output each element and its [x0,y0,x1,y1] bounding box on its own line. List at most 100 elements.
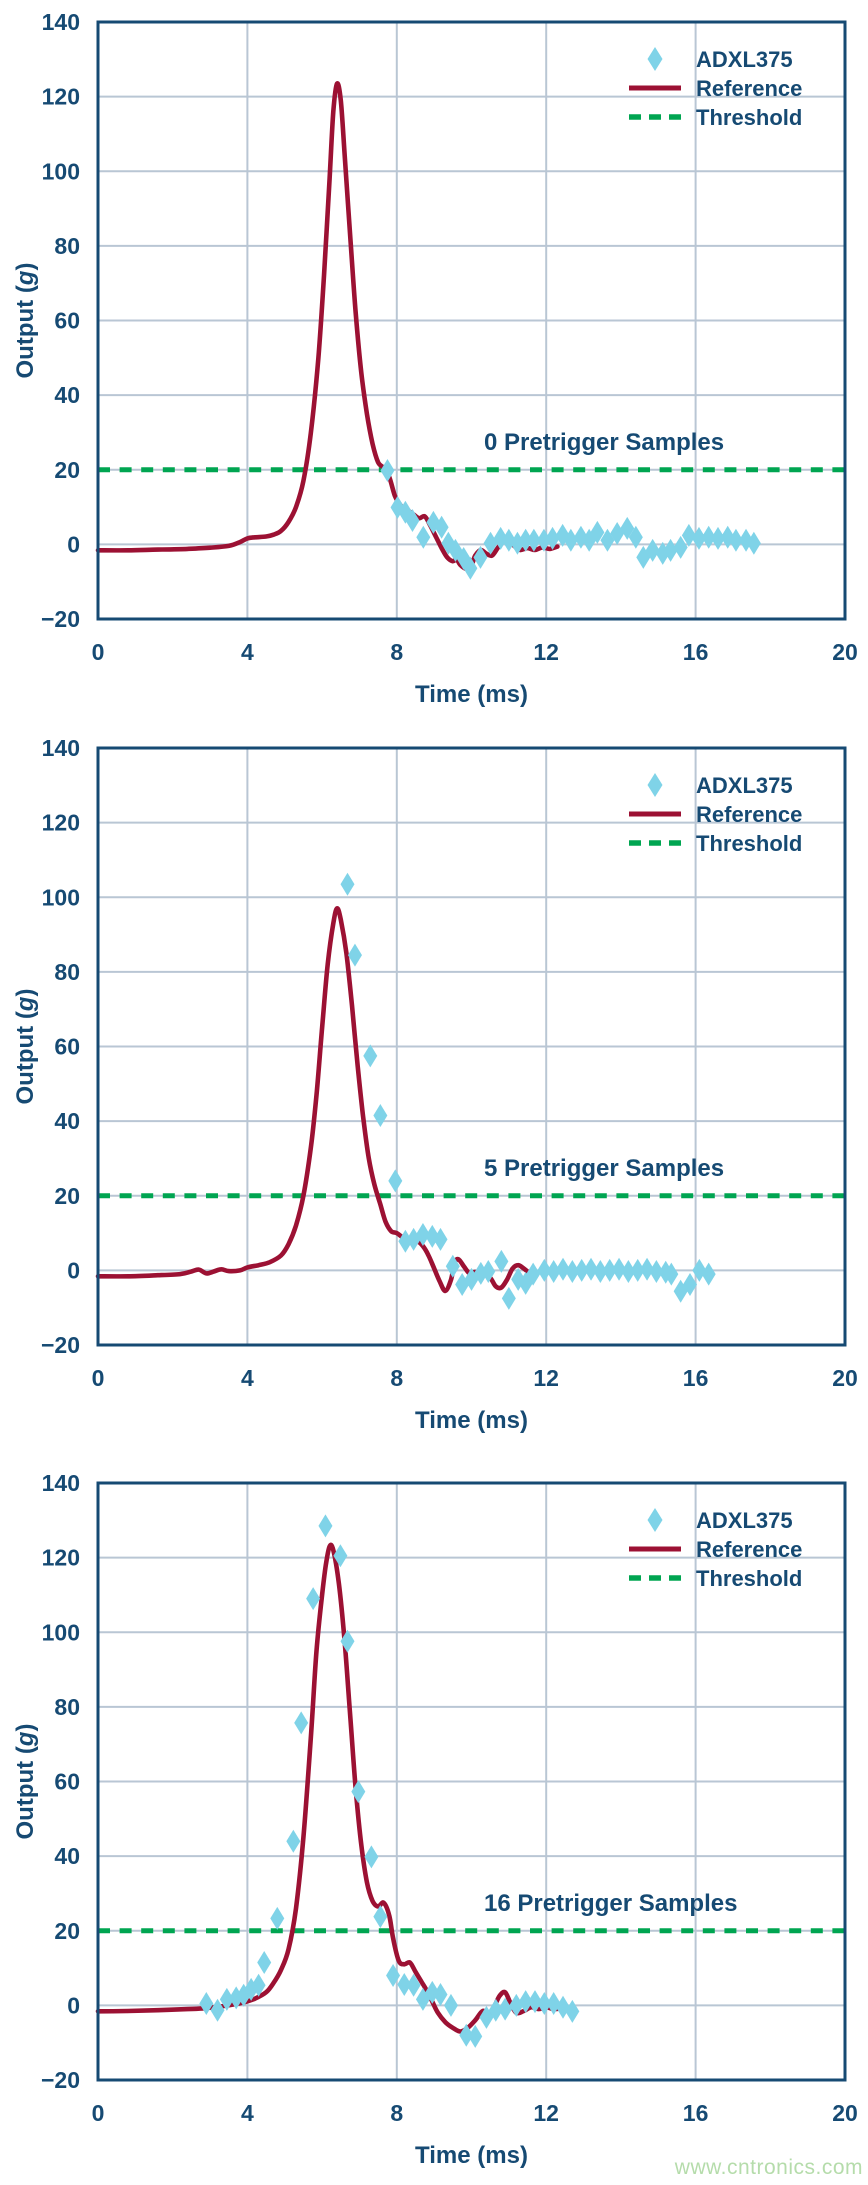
adxl375-point [306,1587,321,1611]
legend-label: Threshold [696,105,802,130]
adxl375-point [388,1169,403,1193]
adxl375-point [621,1259,636,1283]
adxl375-point [483,531,498,555]
pretrigger-annotation: 16 Pretrigger Samples [484,1890,737,1917]
adxl375-point [199,1992,214,2016]
y-tick-label: 120 [42,84,80,110]
y-axis-label: Output (g) [12,263,39,379]
adxl375-point [244,1977,259,2001]
y-tick-label: 140 [42,735,80,761]
adxl375-point [493,526,508,550]
adxl375-point [563,528,578,552]
x-tick-label: 12 [533,1365,559,1391]
legend-diamond-marker [647,47,663,71]
x-axis-label: Time (ms) [415,1407,528,1434]
adxl375-point [286,1829,301,1853]
y-tick-label: 40 [54,382,80,408]
legend-label: Threshold [696,831,802,856]
adxl375-point [406,1973,421,1997]
plot-border [96,20,847,621]
adxl375-point [443,1993,458,2017]
adxl375-point [663,538,678,562]
chart-background [0,726,868,1461]
adxl375-point [433,1983,448,2007]
y-tick-label: −20 [41,1332,80,1358]
adxl375-point [509,1993,524,2017]
adxl375-point [494,1249,509,1273]
adxl375-point [691,526,706,550]
y-tick-label: 20 [54,1183,80,1209]
y-tick-label: 0 [67,531,80,557]
adxl375-point [664,1262,679,1286]
x-axis-ticks: 0 4 8 12 16 20 [92,639,858,665]
y-tick-label: −20 [41,606,80,632]
adxl375-point [536,528,551,552]
adxl375-point [640,1257,655,1281]
x-tick-label: 0 [92,2100,105,2126]
adxl375-series [380,458,761,580]
adxl375-point [386,1964,401,1988]
y-tick-label: 60 [54,1034,80,1060]
adxl375-point [527,1990,542,2014]
legend-label: ADXL375 [696,773,793,798]
adxl375-point [681,523,696,547]
adxl375-point [526,528,541,552]
adxl375-point [380,458,395,482]
adxl375-point [498,1997,513,2021]
x-tick-label: 16 [683,639,709,665]
plot-border [96,746,847,1347]
adxl375-point [425,1224,440,1248]
adxl375-point [649,1259,664,1283]
adxl375-point [468,2024,483,2048]
adxl375-point [584,1257,599,1281]
adxl375-point [518,1271,533,1295]
y-tick-label: 20 [54,457,80,483]
legend-label: Reference [696,1537,802,1562]
chart-16-pretrigger: 140 120 100 80 60 40 20 0 −20 0 4 8 12 16 20 Time (ms) O… [0,1461,868,2185]
adxl375-point [488,1998,503,2022]
adxl375-point [481,1259,496,1283]
adxl375-point [711,526,726,550]
adxl375-point [405,508,420,532]
y-tick-label: 0 [67,1257,80,1283]
x-axis-label: Time (ms) [415,2142,528,2169]
legend-label: Threshold [696,1566,802,1591]
x-axis-ticks: 0 4 8 12 16 20 [92,2100,858,2126]
chart-background [0,0,868,726]
chart-svg: 140 120 100 80 60 40 20 0 −20 0 4 8 12 16 20 Time (ms) O… [0,0,868,726]
watermark: www.cntronics.com [674,2156,863,2179]
adxl375-point [682,1273,697,1297]
adxl375-point [673,535,688,559]
x-tick-label: 4 [241,2100,254,2126]
adxl375-point [701,525,716,549]
adxl375-point [257,1950,272,1974]
y-tick-label: 60 [54,308,80,334]
y-axis-label: Output (g) [12,989,39,1105]
x-tick-label: 8 [390,1365,403,1391]
adxl375-point [537,1992,552,2016]
adxl375-point [518,1990,533,2014]
chart-5-pretrigger: 140 120 100 80 60 40 20 0 −20 0 4 8 12 16 20 Time (ms) O… [0,726,868,1461]
x-tick-label: 8 [390,639,403,665]
x-tick-label: 20 [832,2100,858,2126]
x-tick-label: 12 [533,2100,559,2126]
pretrigger-annotation: 0 Pretrigger Samples [484,429,724,456]
y-tick-label: 40 [54,1843,80,1869]
adxl375-point [630,1258,645,1282]
x-tick-label: 8 [390,2100,403,2126]
x-tick-label: 20 [832,639,858,665]
adxl375-point [565,1999,580,2023]
legend-label: ADXL375 [696,1508,793,1533]
adxl375-point [501,1286,516,1310]
adxl375-point [340,1629,355,1653]
adxl375-point [251,1973,266,1997]
y-tick-label: 80 [54,233,80,259]
legend-label: Reference [696,802,802,827]
y-tick-label: 100 [42,158,80,184]
adxl375-point [294,1711,309,1735]
y-tick-label: 140 [42,1470,80,1496]
adxl375-point [364,1845,379,1869]
x-tick-label: 12 [533,639,559,665]
x-axis-ticks: 0 4 8 12 16 20 [92,1365,858,1391]
